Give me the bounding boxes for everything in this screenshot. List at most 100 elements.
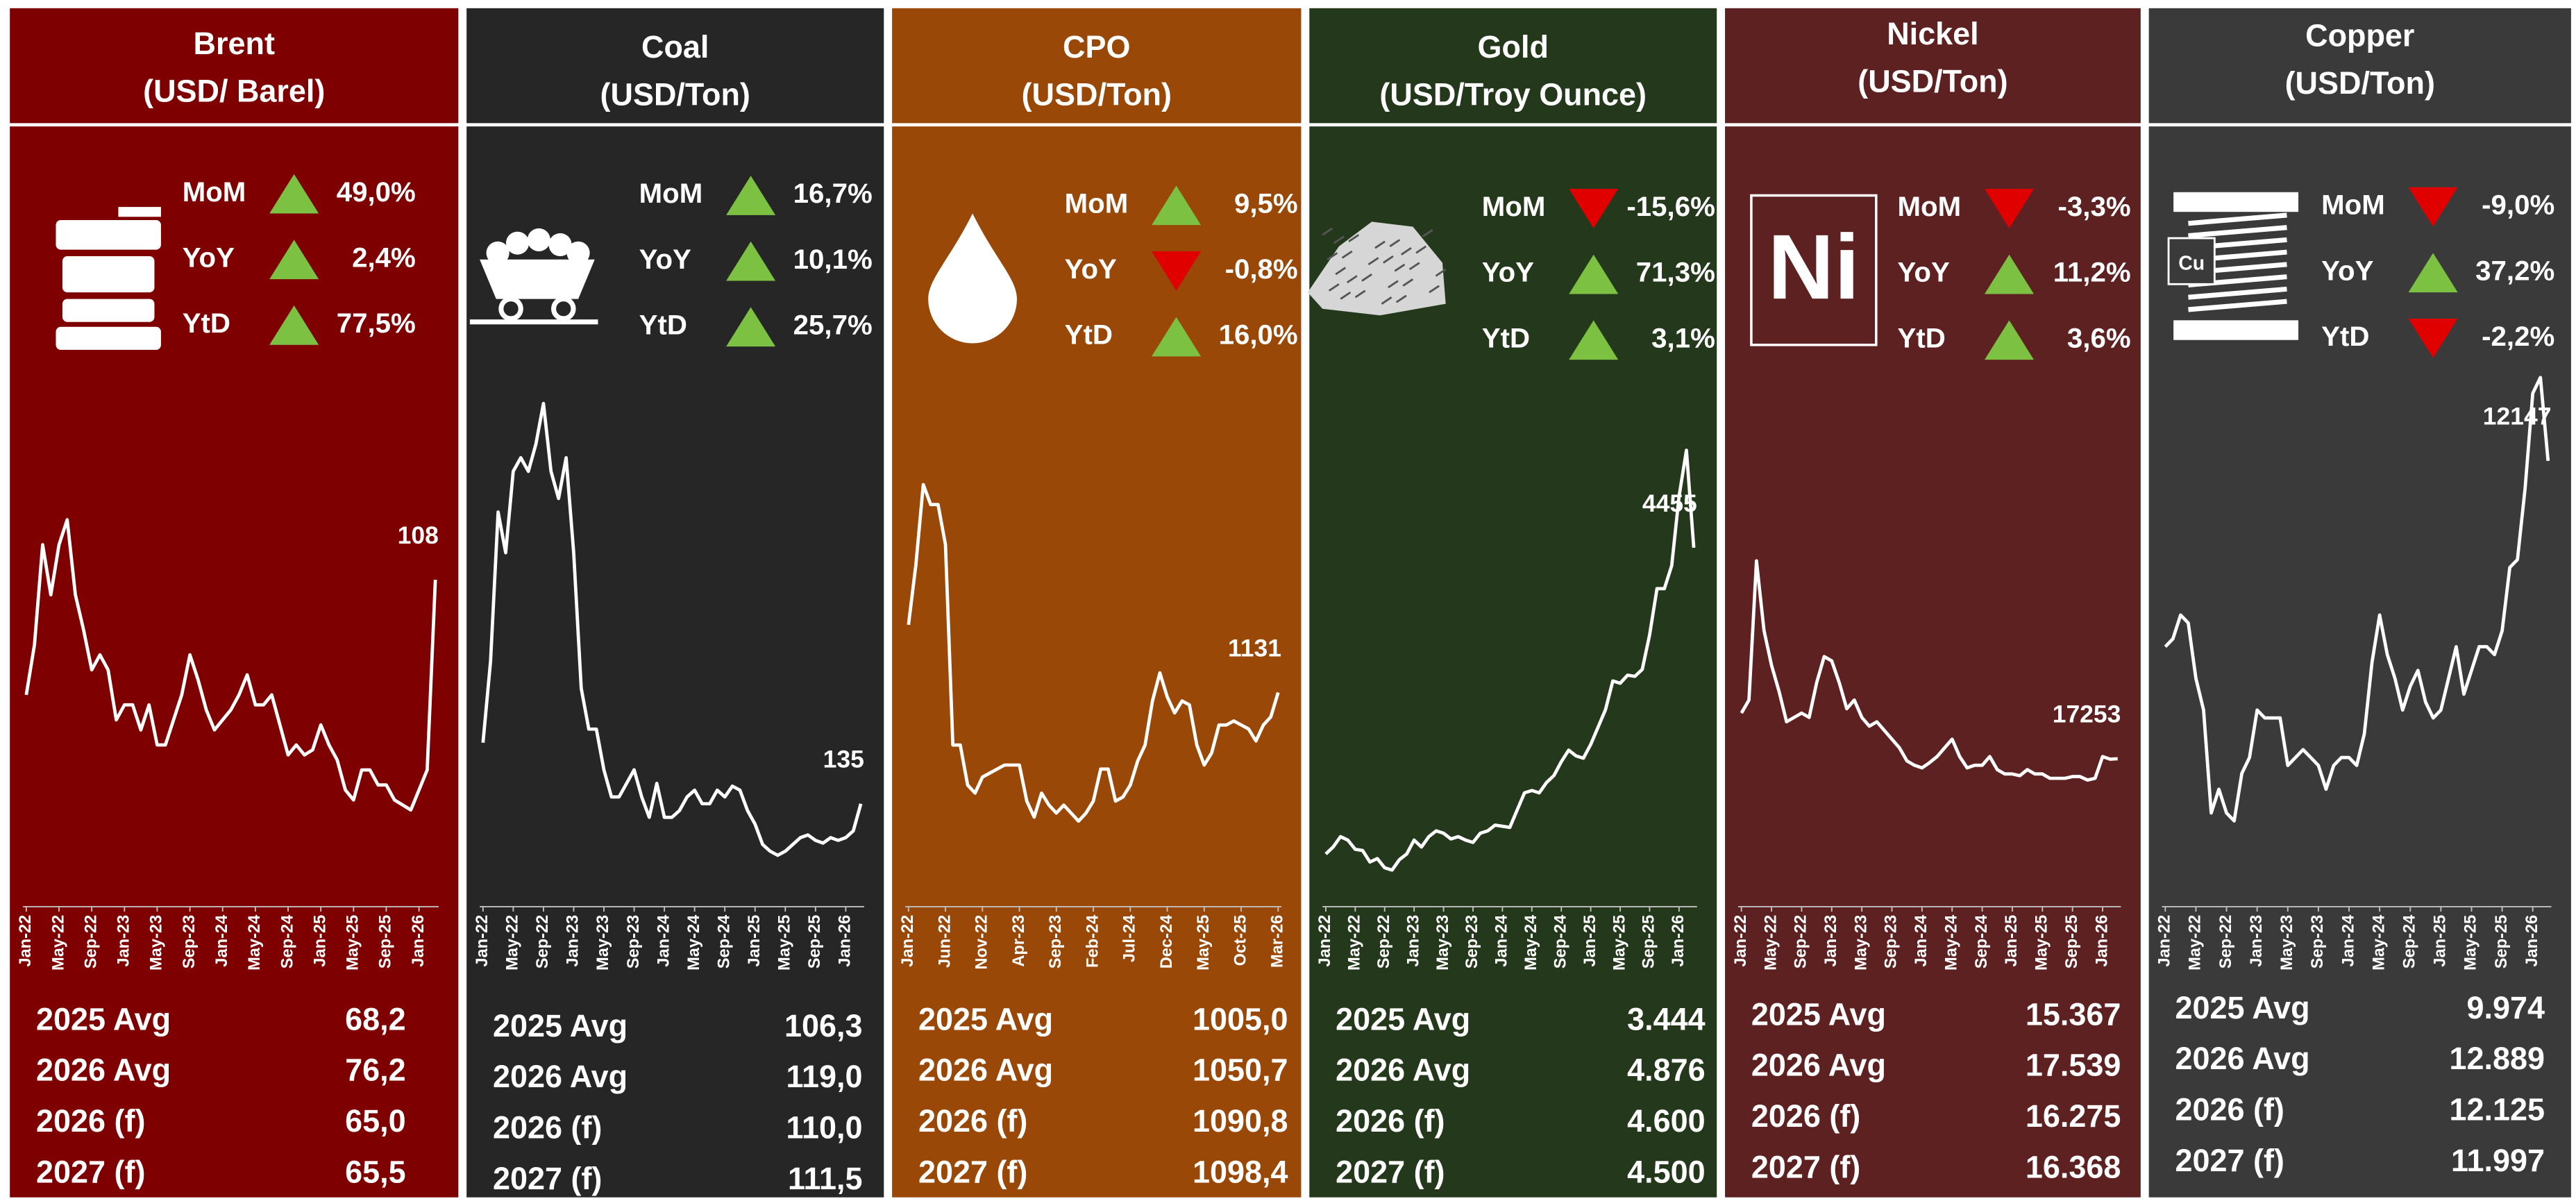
table-value: 1005,0 — [1193, 1001, 1288, 1037]
spool-wire — [2188, 225, 2287, 239]
gold-bar — [1408, 262, 1420, 271]
x-tick-label: Sep-25 — [2493, 915, 2511, 969]
panel-subtitle: (USD/Ton) — [2285, 65, 2435, 101]
barrel-band — [56, 220, 161, 250]
up-arrow — [1984, 254, 2034, 294]
panel-title: Nickel — [1887, 16, 1978, 51]
gold-bar — [1435, 268, 1447, 277]
x-tick-label: Jan-26 — [2093, 915, 2111, 967]
barrel-band — [62, 256, 155, 293]
stat-name: YoY — [2321, 255, 2373, 286]
down-arrow — [1984, 189, 2034, 228]
stat-name: YoY — [1482, 257, 1534, 288]
x-tick-label: Sep-23 — [1463, 915, 1481, 969]
panel-background — [1309, 8, 1717, 1198]
stat-name: YtD — [2321, 321, 2369, 352]
x-tick-label: May-25 — [1195, 915, 1213, 971]
x-tick-label: Sep-22 — [2217, 915, 2235, 969]
x-tick-label: Jan-22 — [17, 915, 35, 967]
table-label: 2026 Avg — [493, 1059, 628, 1094]
stat-value: 11,2% — [2053, 257, 2131, 288]
coal-lump — [548, 233, 572, 257]
table-label: 2027 (f) — [1751, 1149, 1860, 1184]
x-tick-label: May-22 — [49, 915, 67, 971]
x-tick-label: Oct-25 — [1231, 915, 1249, 966]
stat-name: MoM — [1898, 191, 1962, 222]
x-tick-label: Jan-23 — [115, 915, 133, 967]
x-tick-label: Sep-25 — [806, 915, 824, 969]
table-label: 2026 (f) — [1751, 1098, 1860, 1134]
table-label: 2026 (f) — [1336, 1103, 1445, 1139]
stat-value: 10,1% — [793, 244, 873, 275]
last-value-label: 135 — [823, 746, 864, 773]
x-tick-label: Jul-24 — [1121, 914, 1139, 962]
last-value-label: 1131 — [1228, 634, 1281, 662]
down-arrow — [2408, 187, 2458, 227]
x-tick-label: Apr-23 — [1010, 915, 1028, 967]
icon — [1307, 221, 1447, 316]
x-tick-label: Sep-23 — [1047, 915, 1065, 969]
x-tick-label: Sep-22 — [1375, 915, 1393, 969]
gold-bar — [1382, 255, 1394, 264]
x-tick-label: Jan-25 — [2003, 915, 2021, 967]
table-value: 4.876 — [1627, 1053, 1705, 1088]
table-label: 2026 (f) — [918, 1103, 1027, 1139]
gold-bar — [1341, 250, 1353, 259]
table-value: 11.997 — [2451, 1143, 2545, 1178]
x-tick-label: Sep-24 — [278, 914, 296, 969]
panel-background — [466, 8, 884, 1198]
stat-value: 37,2% — [2475, 255, 2554, 286]
gold-bar — [1422, 229, 1433, 237]
price-line — [907, 483, 1280, 823]
x-tick-label: May-25 — [2033, 915, 2051, 971]
barrel-band — [62, 299, 155, 322]
gold-bar — [1367, 257, 1379, 266]
table-label: 2026 Avg — [918, 1053, 1053, 1088]
table-value: 1098,4 — [1193, 1154, 1288, 1189]
last-value-label: 108 — [398, 521, 439, 549]
x-tick-label: Jan-25 — [746, 915, 764, 967]
x-tick-label: Sep-25 — [2063, 915, 2081, 969]
x-tick-label: May-25 — [1610, 915, 1628, 971]
nickel-symbol: Ni — [1768, 216, 1860, 319]
spool-bottom — [2173, 320, 2299, 340]
icon — [469, 228, 598, 325]
down-arrow — [2408, 318, 2458, 358]
price-line — [2164, 376, 2550, 823]
x-tick-label: Jan-25 — [1581, 915, 1599, 967]
x-tick-label: Sep-22 — [1792, 915, 1810, 969]
stat-name: YtD — [1065, 319, 1113, 351]
x-tick-label: Sep-25 — [1640, 915, 1658, 969]
stat-name: YtD — [639, 309, 687, 340]
x-tick-label: Jan-22 — [473, 915, 491, 967]
panel-title: Coal — [641, 29, 709, 65]
x-tick-label: May-22 — [1762, 915, 1780, 971]
x-tick-label: Sep-24 — [1551, 914, 1569, 969]
table-label: 2025 Avg — [36, 1001, 171, 1037]
up-arrow — [269, 305, 319, 345]
stat-value: 3,6% — [2067, 322, 2131, 353]
price-line — [24, 518, 437, 812]
panel-background — [892, 8, 1302, 1198]
stat-value: 3,1% — [1651, 322, 1715, 353]
coal-lump — [505, 231, 530, 255]
x-tick-label: Mar-26 — [1269, 915, 1287, 968]
coal-lump — [486, 241, 510, 265]
gold-bar — [1346, 275, 1358, 284]
x-tick-label: Jan-26 — [836, 915, 855, 967]
stat-value: -15,6% — [1626, 191, 1715, 222]
x-tick-label: May-24 — [1942, 914, 1960, 971]
copper-box — [2167, 237, 2216, 285]
x-tick-label: May-25 — [344, 915, 362, 971]
table-label: 2025 Avg — [1336, 1001, 1470, 1037]
stat-name: MoM — [1482, 191, 1546, 222]
gold-pile — [1307, 221, 1446, 316]
up-arrow — [269, 174, 319, 214]
table-value: 111,5 — [788, 1161, 863, 1196]
table-label: 2026 Avg — [2175, 1041, 2310, 1076]
table-label: 2027 (f) — [493, 1161, 602, 1196]
x-tick-label: Sep-25 — [377, 915, 395, 969]
table-value: 4.600 — [1627, 1103, 1705, 1139]
gold-bar — [1348, 234, 1360, 242]
stat-name: YoY — [183, 242, 235, 273]
